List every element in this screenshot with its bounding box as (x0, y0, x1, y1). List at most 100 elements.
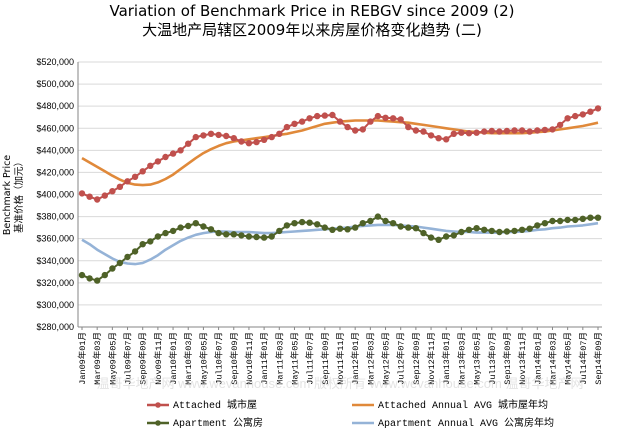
data-point (488, 127, 495, 135)
axes (77, 62, 602, 328)
data-point (367, 118, 374, 125)
data-point (556, 217, 564, 225)
chart-subtitle: 大温地产局辖区2009年以来房屋价格变化趋势 (二) (142, 21, 482, 39)
data-point (253, 233, 260, 241)
data-point (572, 216, 579, 224)
data-series (78, 105, 602, 284)
data-point (427, 234, 435, 241)
data-point (458, 228, 465, 236)
data-point (78, 271, 86, 279)
data-point (109, 188, 116, 195)
data-point (78, 190, 86, 197)
x-tick-label: Sep13年09月 (502, 332, 513, 385)
data-point (572, 112, 579, 120)
data-point (579, 215, 586, 223)
data-point (283, 222, 291, 229)
y-tick-label: $480,000 (36, 101, 74, 111)
data-point (450, 130, 457, 138)
watermark-text: 温哥华地产网 www.wevanhouse.com 版权所有 www.wevan… (97, 376, 584, 391)
data-point (192, 220, 200, 227)
x-tick-label: Jul11年07月 (305, 332, 316, 385)
data-point (177, 224, 184, 231)
y-tick-label: $300,000 (36, 300, 74, 310)
data-point (503, 228, 511, 235)
data-point (131, 248, 139, 255)
gridlines (78, 61, 602, 306)
x-tick-label: Sep11年09月 (320, 332, 331, 385)
data-point (382, 217, 389, 225)
legend-item: Attached 城市屋 (147, 398, 257, 412)
x-tick-label: Sep14年09月 (593, 332, 604, 385)
x-tick-label: Mar10年03月 (183, 332, 194, 385)
x-tick-label: Mar12年03月 (365, 332, 376, 385)
data-point (200, 132, 207, 139)
data-point (465, 226, 473, 234)
data-point (587, 214, 594, 221)
x-tick-label: May13年05月 (472, 332, 483, 385)
y-tick-label: $320,000 (36, 278, 74, 288)
data-point (154, 158, 162, 165)
data-point (541, 220, 549, 227)
data-point (131, 173, 139, 181)
data-point (245, 140, 253, 147)
data-point (496, 228, 503, 236)
x-tick-label: Jul10年07月 (214, 332, 225, 385)
x-tick-label: Nov11年11月 (335, 332, 346, 385)
data-point (518, 226, 526, 234)
data-point (101, 271, 109, 279)
x-tick-label: Jul12年07月 (396, 332, 407, 385)
data-point (200, 223, 207, 230)
data-point (314, 221, 321, 228)
data-point (481, 128, 488, 135)
legend-item: Apartment 公寓房 (147, 416, 263, 430)
data-point (291, 120, 298, 128)
data-point (306, 219, 313, 226)
data-point (564, 216, 571, 224)
y-tick-label: $340,000 (36, 256, 74, 266)
data-point (564, 115, 571, 122)
legend-item: Apartment Annual AVG 公寓房年均 (352, 416, 554, 430)
data-point (268, 133, 275, 141)
data-point (405, 224, 412, 231)
x-tick-label: Jul09年07月 (123, 332, 134, 385)
y-tick-label: $420,000 (36, 167, 74, 177)
data-point (435, 236, 442, 244)
y-axis-title-en: Benchmark Price (2, 155, 13, 235)
data-point (245, 233, 253, 240)
chart-title: Variation of Benchmark Price in REBGV si… (109, 2, 515, 20)
data-point (511, 227, 518, 235)
data-point (154, 233, 162, 240)
data-point (511, 127, 518, 134)
data-point (549, 126, 556, 133)
data-point (397, 223, 404, 230)
data-point (412, 127, 420, 134)
data-point (481, 226, 488, 234)
data-point (223, 231, 230, 238)
data-point (276, 130, 283, 138)
data-point (139, 241, 146, 248)
data-point (579, 111, 586, 118)
data-point (397, 116, 404, 123)
data-point (465, 130, 473, 137)
data-point (367, 217, 374, 225)
data-point (283, 123, 291, 131)
data-point (124, 178, 131, 185)
data-point (253, 138, 260, 146)
x-tick-label: Jan11年01月 (259, 332, 270, 385)
x-tick-label: Nov10年11月 (244, 332, 255, 385)
x-tick-label: Jan10年01月 (168, 332, 179, 385)
x-tick-label: May10年05月 (198, 332, 209, 385)
data-point (268, 233, 275, 240)
data-point (260, 136, 268, 144)
x-tick-label: Jan13年01月 (441, 332, 452, 385)
data-point (230, 231, 238, 238)
data-point (352, 127, 359, 134)
data-point (556, 121, 564, 129)
data-point (260, 234, 268, 241)
x-tick-label: Jan14年01月 (532, 332, 543, 385)
data-point (169, 227, 177, 235)
legend-label: Attached Annual AVG 城市屋年均 (378, 398, 548, 412)
y-tick-label: $440,000 (36, 145, 74, 155)
data-point (147, 238, 154, 245)
data-point (336, 225, 344, 232)
